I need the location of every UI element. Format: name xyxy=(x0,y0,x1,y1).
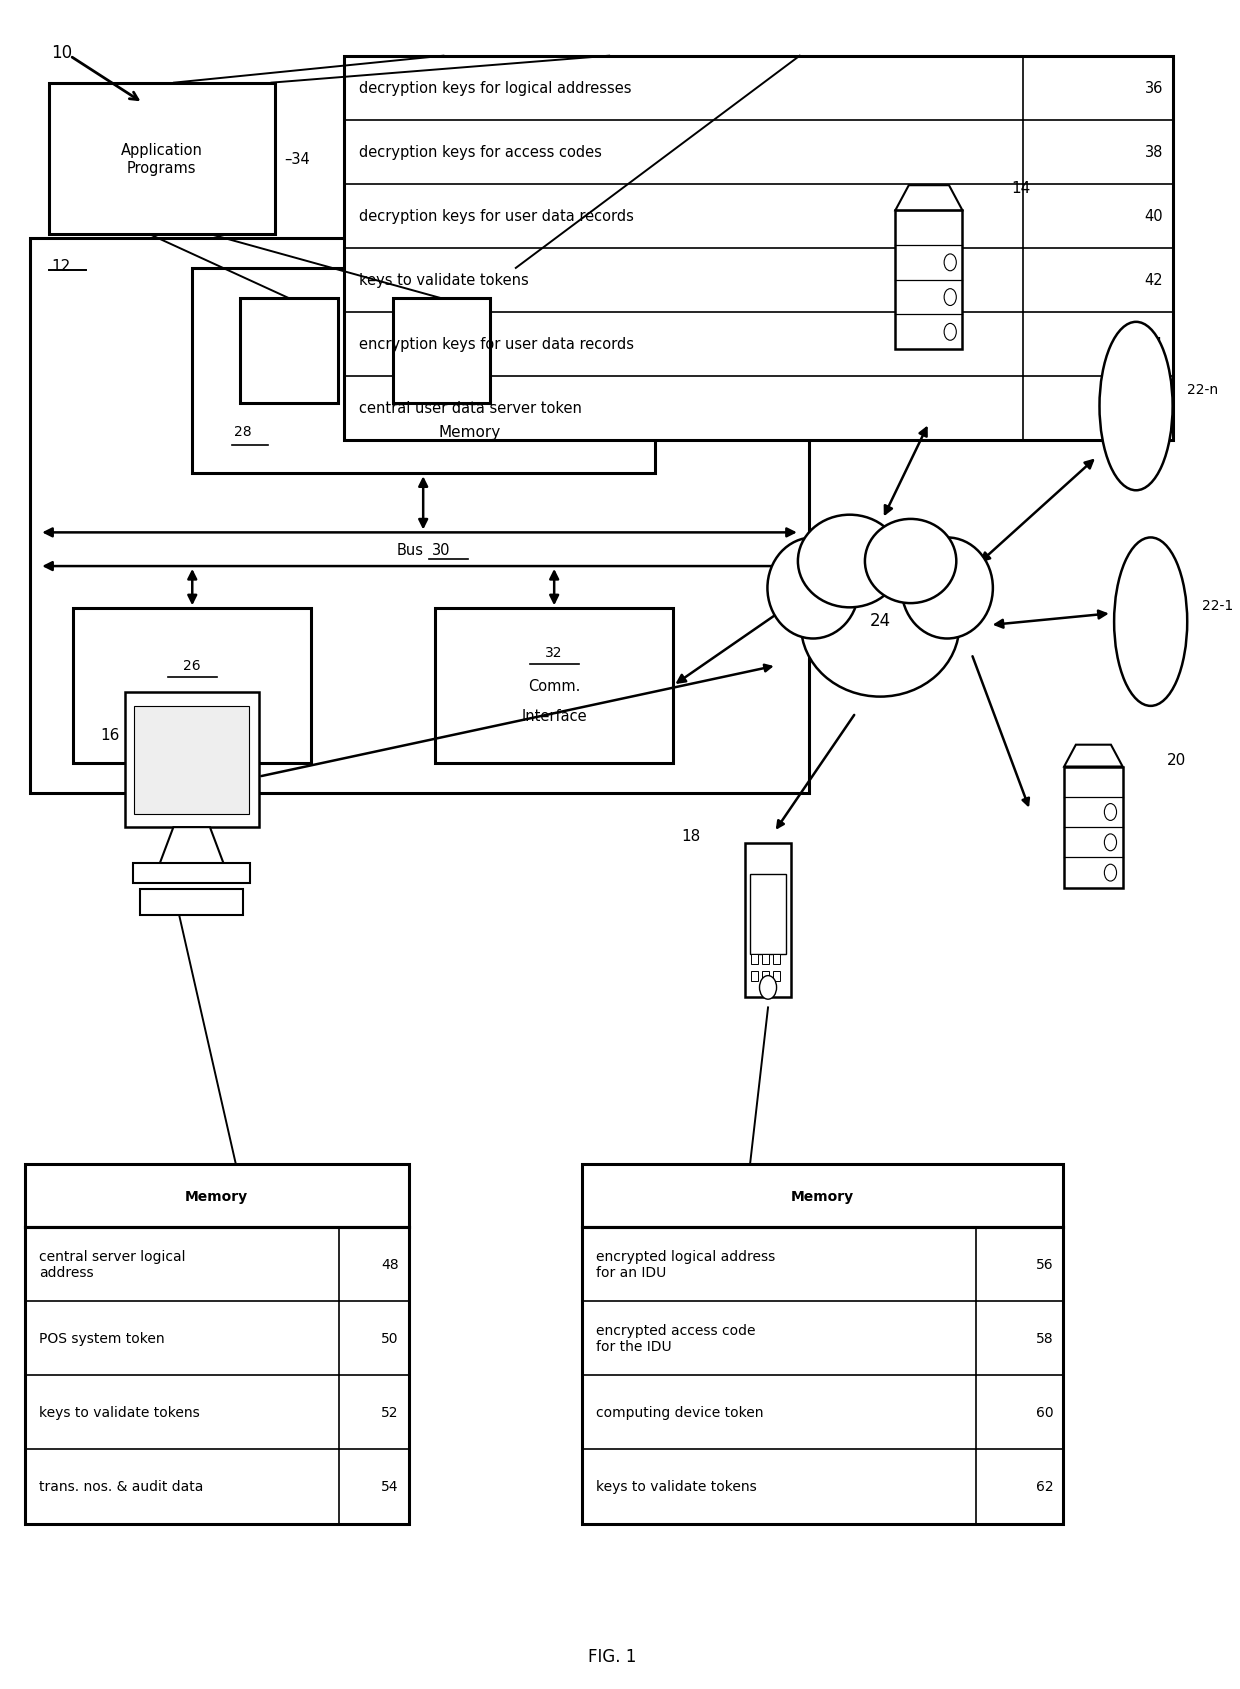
Text: 46: 46 xyxy=(1145,400,1163,415)
Bar xyxy=(50,83,274,235)
Ellipse shape xyxy=(1100,323,1173,491)
Ellipse shape xyxy=(768,539,859,638)
Bar xyxy=(761,971,769,981)
Ellipse shape xyxy=(797,515,901,608)
Text: 28: 28 xyxy=(234,426,252,439)
Bar xyxy=(1064,767,1122,888)
Text: Interface: Interface xyxy=(521,709,587,725)
Text: FIG. 1: FIG. 1 xyxy=(588,1647,636,1665)
Bar xyxy=(745,843,791,997)
Text: 12: 12 xyxy=(52,258,71,274)
Text: Application
Programs: Application Programs xyxy=(120,144,202,176)
Text: 36: 36 xyxy=(1145,81,1163,96)
Bar xyxy=(25,1164,408,1228)
Bar xyxy=(134,706,249,814)
Text: 62: 62 xyxy=(1035,1480,1053,1493)
Text: encryption keys for user data records: encryption keys for user data records xyxy=(358,338,634,351)
Text: keys to validate tokens: keys to validate tokens xyxy=(596,1480,756,1493)
Circle shape xyxy=(1105,804,1116,821)
Text: 58: 58 xyxy=(1035,1331,1053,1346)
Text: Processor: Processor xyxy=(157,699,228,714)
Polygon shape xyxy=(895,186,962,211)
Text: computing device token: computing device token xyxy=(596,1405,764,1419)
Text: 26: 26 xyxy=(184,659,201,672)
Ellipse shape xyxy=(1114,539,1187,706)
Bar xyxy=(343,57,1173,441)
Text: keys to validate tokens: keys to validate tokens xyxy=(40,1405,200,1419)
Text: 10: 10 xyxy=(52,44,73,62)
Circle shape xyxy=(944,324,956,341)
Text: 56: 56 xyxy=(1035,1257,1053,1272)
Text: 42: 42 xyxy=(1145,274,1163,289)
Text: 22-1: 22-1 xyxy=(1202,598,1233,613)
Text: 20: 20 xyxy=(1167,753,1185,768)
Bar xyxy=(773,971,780,981)
Bar xyxy=(393,299,490,404)
Text: 24: 24 xyxy=(869,611,890,630)
Text: 18: 18 xyxy=(682,829,701,843)
Ellipse shape xyxy=(801,554,960,698)
Text: 22-n: 22-n xyxy=(1187,383,1219,397)
Bar xyxy=(25,1228,408,1523)
Circle shape xyxy=(944,255,956,272)
Bar xyxy=(125,692,259,828)
Text: POS system token: POS system token xyxy=(40,1331,165,1346)
Ellipse shape xyxy=(901,539,993,638)
Bar xyxy=(751,954,759,964)
Text: trans. nos. & audit data: trans. nos. & audit data xyxy=(40,1480,203,1493)
Text: 44: 44 xyxy=(1145,338,1163,351)
Text: decryption keys for logical addresses: decryption keys for logical addresses xyxy=(358,81,631,96)
Text: Bus: Bus xyxy=(397,542,423,557)
Text: central user data server token: central user data server token xyxy=(358,400,582,415)
Bar xyxy=(750,875,786,954)
Text: 50: 50 xyxy=(382,1331,399,1346)
Text: central server logical
address: central server logical address xyxy=(40,1250,186,1280)
Bar xyxy=(30,238,810,794)
Text: 60: 60 xyxy=(1035,1405,1053,1419)
Bar xyxy=(435,608,673,763)
Ellipse shape xyxy=(866,520,956,603)
Bar xyxy=(192,269,655,475)
Bar xyxy=(773,954,780,964)
Text: –34: –34 xyxy=(284,152,310,167)
Text: Memory: Memory xyxy=(439,424,501,439)
Circle shape xyxy=(944,289,956,306)
Text: Memory: Memory xyxy=(791,1189,854,1203)
Text: 14: 14 xyxy=(1012,181,1030,196)
Text: 32: 32 xyxy=(546,645,563,660)
Circle shape xyxy=(1105,834,1116,851)
Bar xyxy=(73,608,311,763)
Text: 48: 48 xyxy=(381,1257,399,1272)
Polygon shape xyxy=(157,828,226,870)
Bar xyxy=(761,954,769,964)
Text: 38: 38 xyxy=(1145,145,1163,160)
Text: 54: 54 xyxy=(382,1480,399,1493)
Text: encrypted access code
for the IDU: encrypted access code for the IDU xyxy=(596,1324,755,1353)
Bar xyxy=(895,211,962,350)
Text: decryption keys for access codes: decryption keys for access codes xyxy=(358,145,601,160)
Text: 30: 30 xyxy=(432,542,450,557)
Bar xyxy=(751,971,759,981)
Text: 52: 52 xyxy=(382,1405,399,1419)
Circle shape xyxy=(760,976,776,1000)
Circle shape xyxy=(1105,865,1116,882)
Bar xyxy=(582,1228,1063,1523)
Text: 40: 40 xyxy=(1145,209,1163,225)
Text: 16: 16 xyxy=(100,728,119,743)
Text: keys to validate tokens: keys to validate tokens xyxy=(358,274,528,289)
Text: Memory: Memory xyxy=(185,1189,248,1203)
Text: decryption keys for user data records: decryption keys for user data records xyxy=(358,209,634,225)
Bar xyxy=(133,863,250,883)
Polygon shape xyxy=(1064,745,1122,767)
Bar xyxy=(241,299,337,404)
Bar xyxy=(140,890,243,915)
Text: encrypted logical address
for an IDU: encrypted logical address for an IDU xyxy=(596,1250,775,1280)
Text: Comm.: Comm. xyxy=(528,679,580,694)
Bar xyxy=(582,1164,1063,1228)
